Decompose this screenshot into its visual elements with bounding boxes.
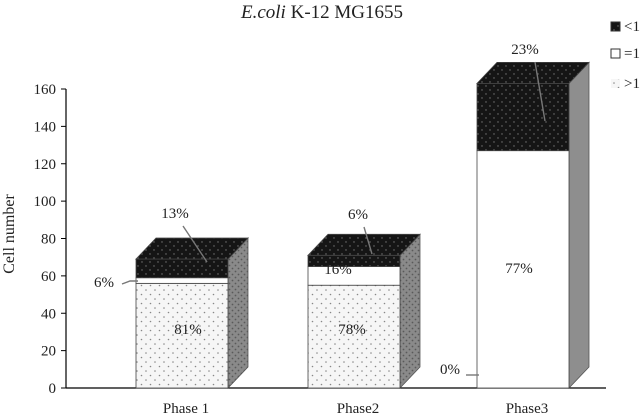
data-label: 78% [338,322,366,338]
legend-label: <1 [624,19,640,35]
legend: <1 =1 >1 [610,19,640,92]
legend-swatch [611,79,620,88]
data-label: 81% [174,322,202,338]
bar-segment [307,284,401,389]
y-axis-label: Cell number [1,194,18,274]
leader-line [534,61,546,122]
bars [135,61,590,389]
bar-side-face [227,237,249,389]
axes: 0 20 40 60 80 100 120 140 160 [34,82,606,397]
y-tick-label: 60 [41,269,56,285]
chart-title: E.coli K-12 MG1655 [240,2,403,23]
bar-top-face [135,237,249,260]
x-category-label: Phase2 [337,401,380,417]
leader-line [121,280,138,285]
x-category-label: Phase3 [506,401,549,417]
bar-segment [135,258,229,279]
y-tick-label: 80 [41,232,56,248]
bar-side-face [399,233,421,389]
y-tick-label: 160 [34,82,57,98]
y-tick-label: 0 [49,381,57,397]
legend-swatch [610,21,621,32]
bar-segment [307,266,401,286]
bar-top-face [476,61,590,84]
bar-segment [476,150,570,389]
bar-segment [135,282,229,389]
data-label: 0% [440,362,460,378]
y-tick-label: 20 [41,344,56,360]
bar-segment [476,82,570,152]
bar-top-face [307,233,421,256]
x-category-label: Phase 1 [163,401,209,417]
data-label: 77% [505,261,533,277]
bar-side-face [568,61,590,389]
data-label: 16% [324,262,352,278]
legend-label: =1 [624,46,640,62]
y-tick-label: 40 [41,306,56,322]
y-tick-label: 100 [34,194,57,210]
data-label: 13% [161,206,189,222]
data-label: 6% [348,207,368,223]
leader-line [182,225,208,263]
data-label: 6% [94,275,114,291]
y-tick-label: 140 [34,119,57,135]
bar-segment [307,254,401,267]
leader-lines [121,61,546,376]
bar-segment [135,277,229,284]
data-labels: Phase 1 Phase2 Phase3 81% 6% 13% 78% 16% 6% 0% 77%… [94,42,548,417]
legend-label: >1 [624,76,640,92]
data-label: 23% [511,42,539,58]
leader-line [363,226,373,255]
y-tick-label: 120 [34,157,57,173]
legend-swatch [610,48,621,59]
